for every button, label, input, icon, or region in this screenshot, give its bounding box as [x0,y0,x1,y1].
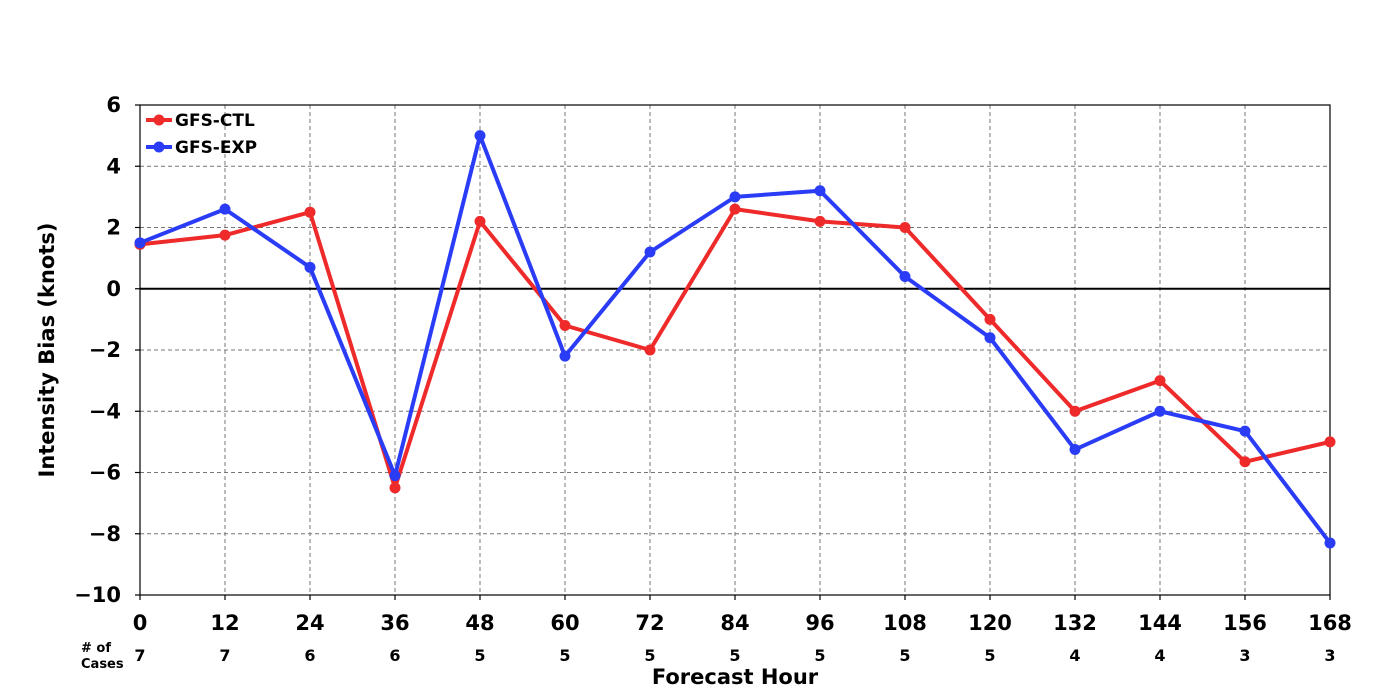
y-tick-label: −2 [89,338,121,362]
case-count: 5 [559,646,570,665]
case-count: 5 [899,646,910,665]
data-point [899,271,911,282]
tick-labels: 0 12 24 36 48 60 72 84 96 108 120 132 144 156 1686420−… [74,93,1352,635]
x-tick-label: 36 [380,611,409,635]
data-point [644,246,656,258]
data-point [1069,405,1081,417]
series-gfs-exp [134,130,1336,549]
x-tick-label: 156 [1223,611,1267,635]
data-point [219,229,231,241]
case-count: 3 [1239,646,1250,665]
data-point [559,320,571,331]
data-point [984,332,996,344]
case-count: 5 [984,646,995,665]
data-point [899,222,911,233]
data-point [814,185,826,197]
case-count: 4 [1154,646,1165,665]
series-line [139,207,1331,490]
x-tick-label: 12 [210,611,239,635]
y-tick-label: 4 [106,154,121,178]
x-tick-label: 132 [1053,611,1097,635]
grid [140,105,1330,595]
x-tick-label: 72 [635,611,664,635]
legend-label: GFS-EXP [175,138,257,158]
case-count: 5 [729,646,740,665]
cases-label-line2: Cases [81,657,124,672]
x-tick-label: 0 [133,611,148,635]
cases-label-line1: # of [81,641,111,656]
legend: GFS-CTL GFS-EXP [146,111,257,158]
y-axis-label: Intensity Bias (knots) [35,223,59,478]
data-point [559,350,571,362]
x-tick-label: 168 [1308,611,1352,635]
series-group [134,130,1336,549]
case-count: 5 [644,646,655,665]
data-point [814,215,826,227]
data-point [1324,436,1336,448]
cases-row: 7 7 6 6 5 5 5 5 5 5 5 4 4 3 3 [134,646,1335,665]
data-point [1154,375,1166,387]
y-tick-label: −6 [89,461,121,485]
x-tick-label: 120 [968,611,1012,635]
data-point [389,482,401,494]
legend-swatch-marker [153,114,165,126]
data-point [389,470,401,482]
data-point [1239,456,1251,468]
case-count: 5 [814,646,825,665]
case-count: 5 [474,646,485,665]
x-axis-label: Forecast Hour [652,665,819,689]
data-point [1239,425,1251,437]
case-count: 7 [134,646,145,665]
data-point [644,344,656,356]
case-count: 6 [389,646,400,665]
legend-swatch-marker [153,141,165,153]
data-point [474,130,486,142]
x-tick-label: 48 [465,611,494,635]
x-tick-label: 96 [805,611,834,635]
y-tick-label: −8 [89,522,121,546]
x-tick-label: 84 [720,611,749,635]
data-point [1069,444,1081,456]
case-count: 4 [1069,646,1080,665]
y-tick-label: −10 [74,583,121,607]
y-tick-label: 6 [106,93,121,117]
data-point [474,215,486,227]
data-point [304,206,316,218]
data-point [1154,405,1166,417]
data-point [984,313,996,325]
data-point [1324,537,1336,549]
x-tick-label: 24 [295,611,324,635]
data-point [134,237,146,249]
case-count: 7 [219,646,230,665]
case-count: 3 [1324,646,1335,665]
y-tick-label: 2 [106,216,121,240]
data-point [729,191,741,203]
legend-label: GFS-CTL [175,111,255,131]
x-tick-label: 108 [883,611,927,635]
data-point [304,261,316,273]
x-tick-label: 144 [1138,611,1182,635]
y-tick-label: 0 [106,277,121,301]
data-point [219,203,231,215]
case-count: 6 [304,646,315,665]
data-point [729,203,741,215]
x-tick-label: 60 [550,611,579,635]
y-tick-label: −4 [89,399,121,423]
